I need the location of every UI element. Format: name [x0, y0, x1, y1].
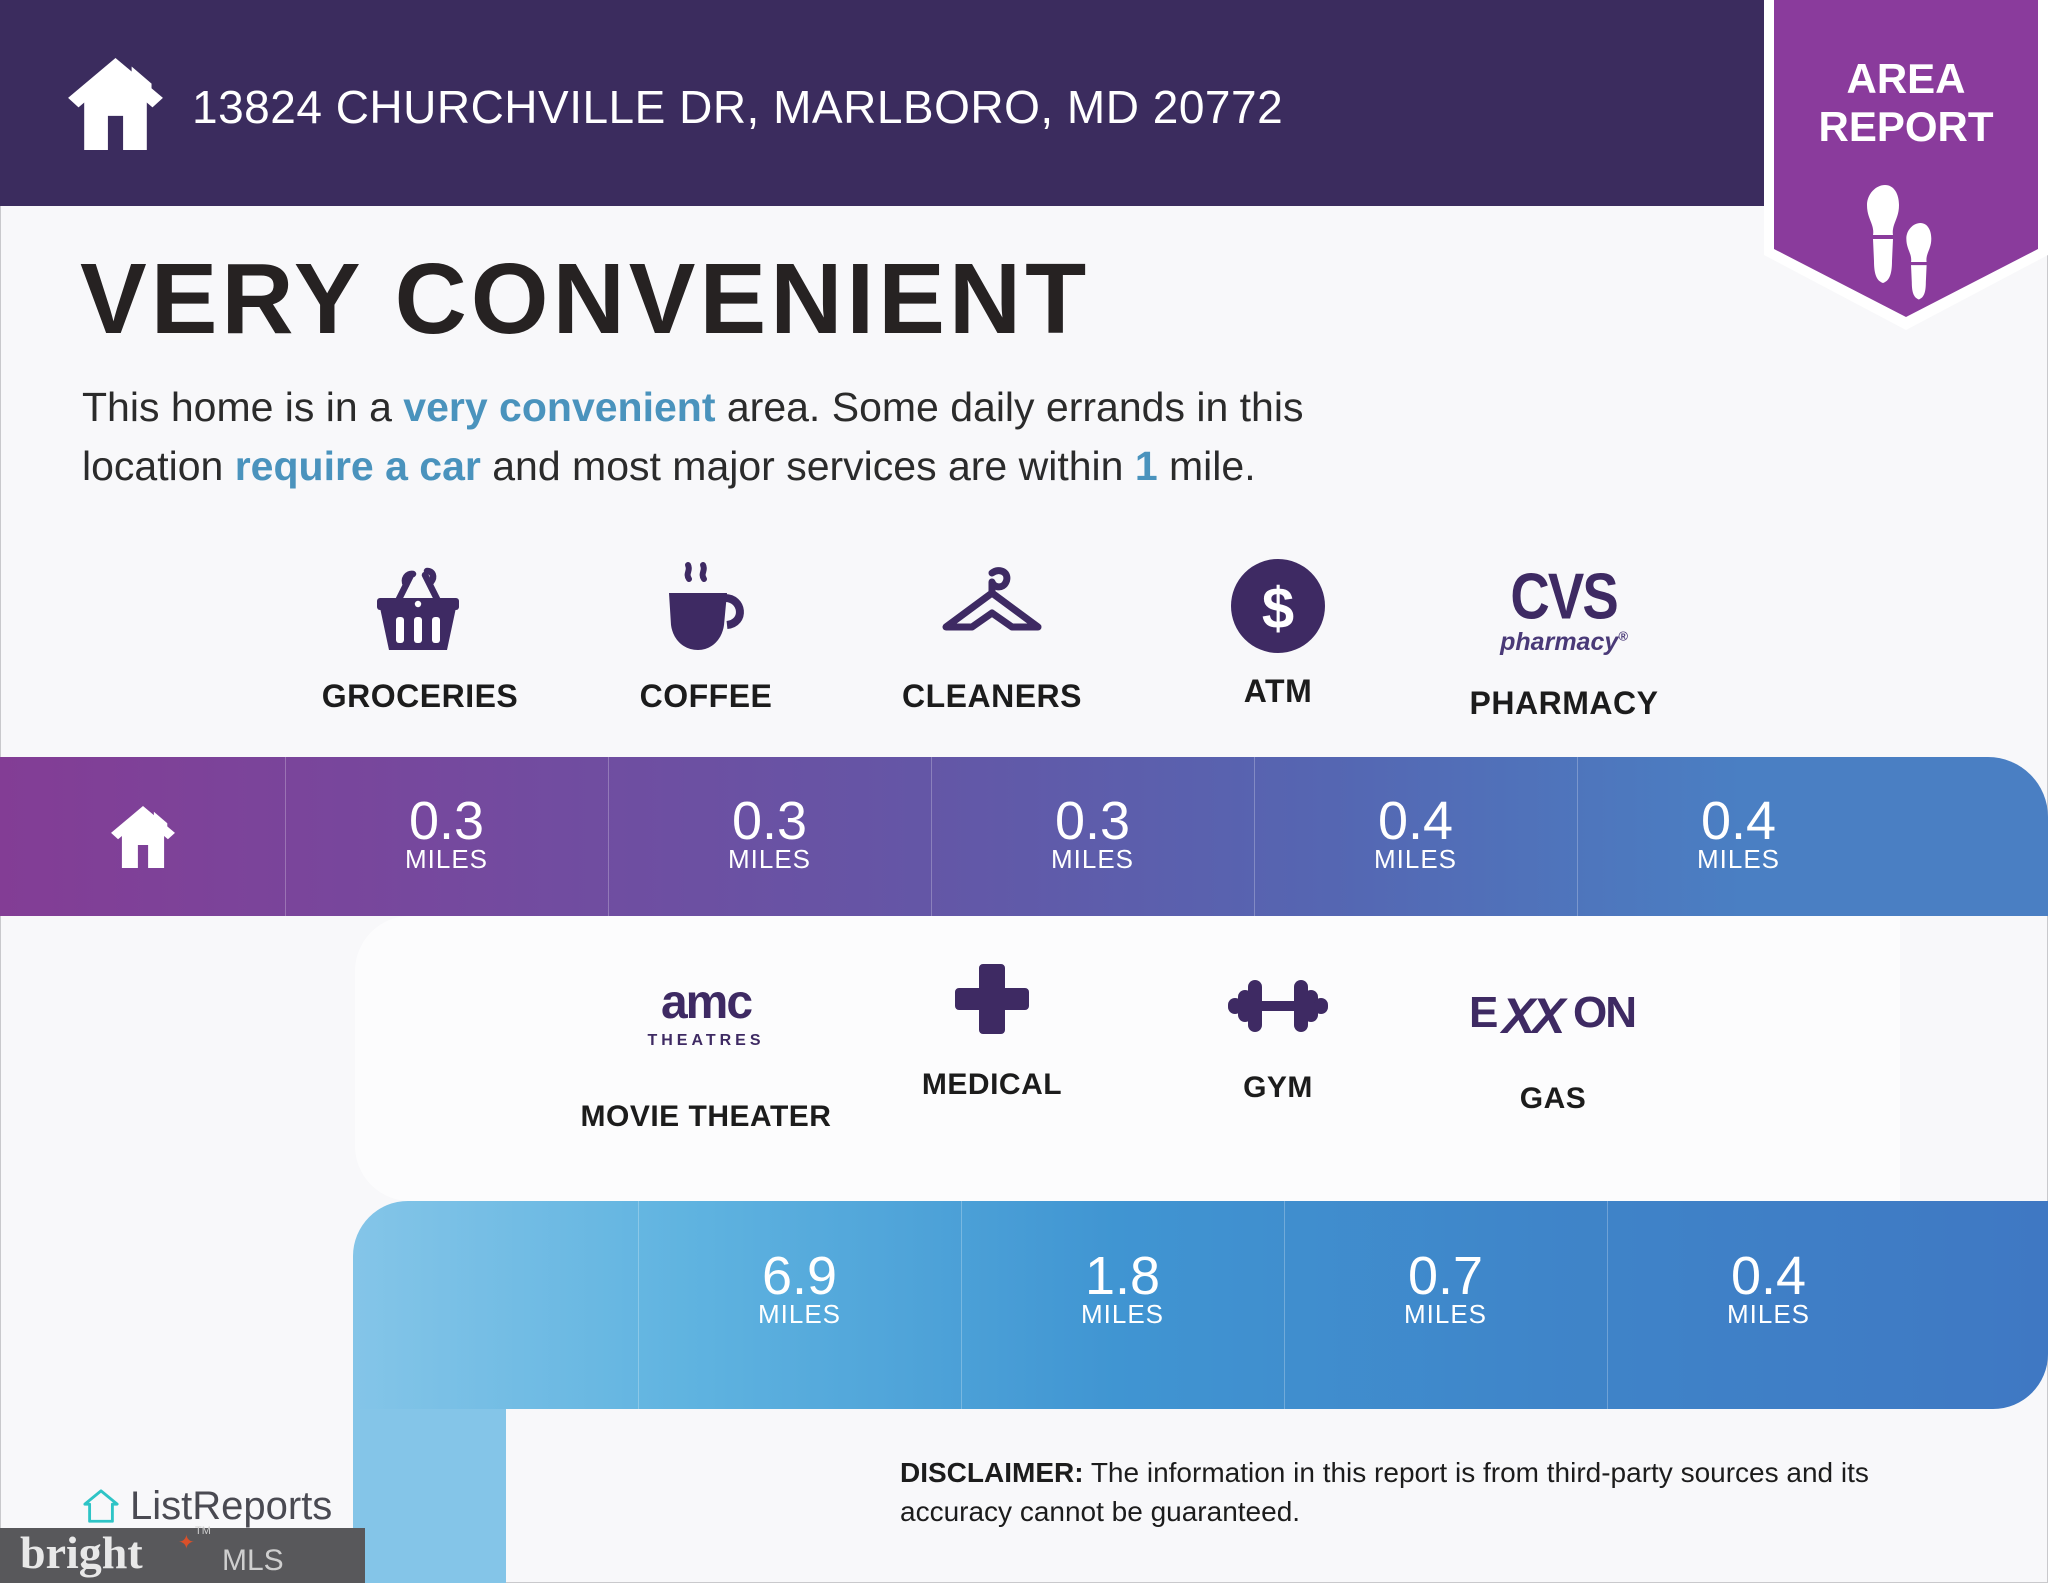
svg-text:ON: ON: [1573, 988, 1635, 1037]
svg-text:$: $: [1261, 576, 1293, 641]
svg-text:E: E: [1469, 988, 1497, 1037]
svg-text:X: X: [1529, 988, 1568, 1044]
